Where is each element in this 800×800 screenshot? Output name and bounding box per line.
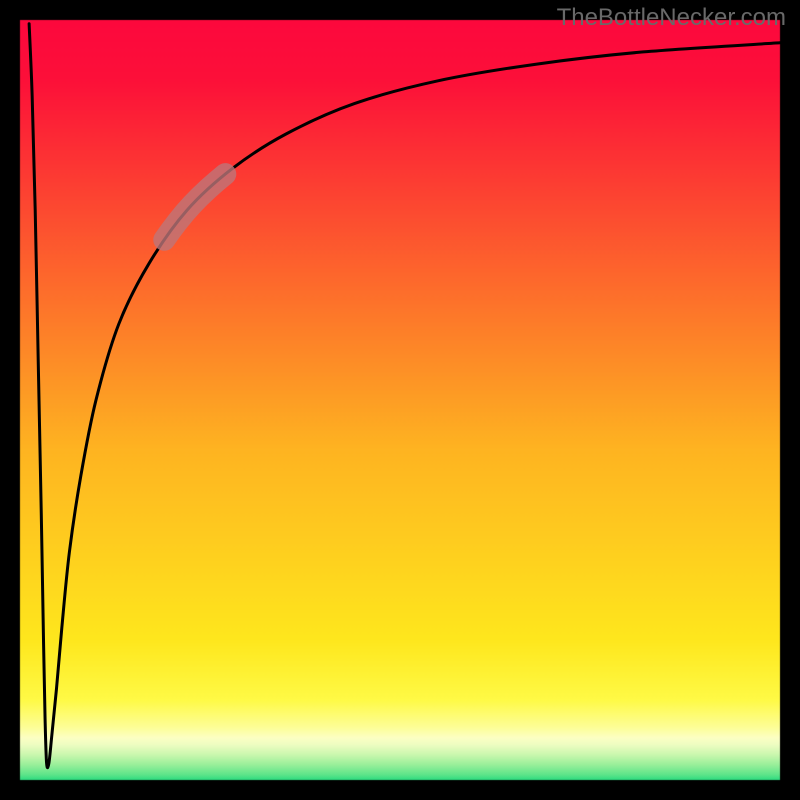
bottleneck-chart: TheBottleNecker.com: [0, 0, 800, 800]
watermark-text: TheBottleNecker.com: [557, 4, 786, 32]
gradient-canvas: [0, 0, 800, 800]
